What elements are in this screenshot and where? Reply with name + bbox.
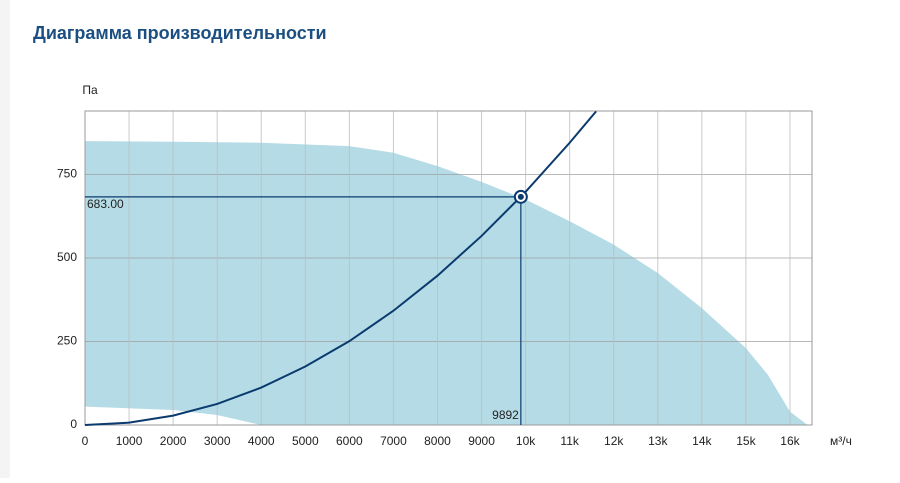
x-tick-label: 14k bbox=[692, 434, 712, 448]
plot-border bbox=[84, 110, 813, 426]
x-tick-label: 8000 bbox=[424, 434, 451, 448]
x-tick-label: 2000 bbox=[160, 434, 187, 448]
x-tick-label: 12k bbox=[604, 434, 624, 448]
x-axis-label: м³/ч bbox=[830, 434, 852, 448]
operating-point-core bbox=[517, 193, 524, 200]
page-title: Диаграмма производительности bbox=[33, 23, 327, 43]
side-strip bbox=[0, 0, 10, 478]
x-tick-label: 16k bbox=[780, 434, 800, 448]
x-tick-label: 5000 bbox=[292, 434, 319, 448]
y-tick-label: 750 bbox=[57, 167, 77, 181]
area bbox=[85, 141, 808, 425]
point-y-label: 683.00 bbox=[87, 197, 124, 211]
point-x-label: 9892 bbox=[492, 408, 519, 422]
x-tick-label: 9000 bbox=[468, 434, 495, 448]
y-axis-label: Па bbox=[82, 83, 98, 97]
x-tick-label: 6000 bbox=[336, 434, 363, 448]
y-tick-label: 250 bbox=[57, 334, 77, 348]
y-tick-label: 0 bbox=[70, 417, 77, 431]
x-tick-label: 7000 bbox=[380, 434, 407, 448]
x-tick-label: 10k bbox=[516, 434, 536, 448]
x-tick-label: 0 bbox=[82, 434, 89, 448]
x-tick-label: 15k bbox=[736, 434, 756, 448]
x-tick-label: 13k bbox=[648, 434, 668, 448]
x-tick-label: 11k bbox=[560, 434, 579, 448]
x-tick-label: 3000 bbox=[204, 434, 231, 448]
x-tick-label: 1000 bbox=[116, 434, 143, 448]
x-tick-label: 4000 bbox=[248, 434, 275, 448]
y-tick-label: 500 bbox=[57, 250, 77, 264]
